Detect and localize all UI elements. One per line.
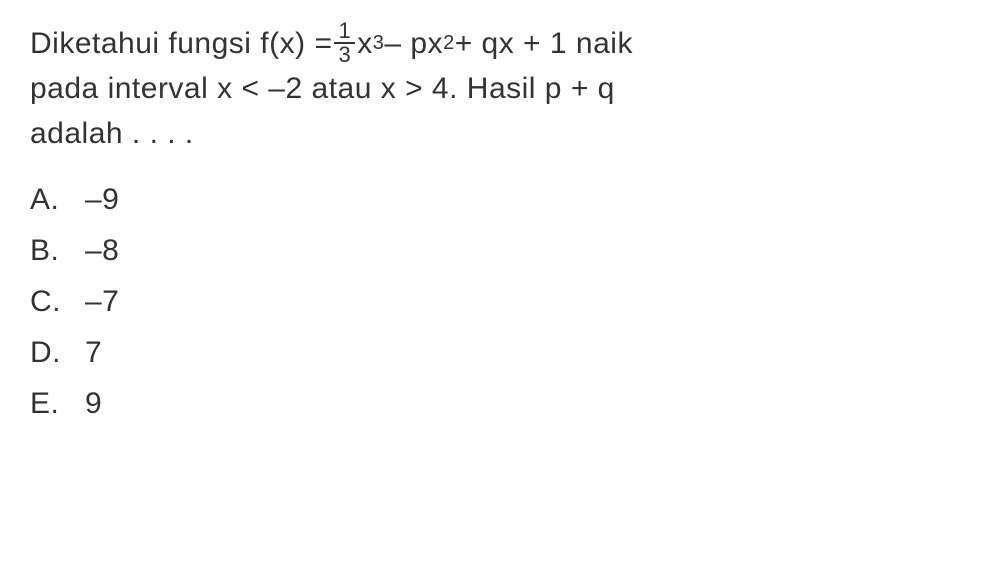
options-list: A. –9 B. –8 C. –7 D. 7 E. 9 <box>30 174 956 429</box>
option-value: –7 <box>85 276 956 327</box>
option-e: E. 9 <box>30 378 956 429</box>
question-line-3: adalah . . . . <box>30 111 956 156</box>
question-text: Diketahui fungsi f(x) = 1 3 x 3 – px 2 +… <box>30 20 956 156</box>
question-part-1: Diketahui fungsi f(x) = <box>30 21 332 66</box>
option-b: B. –8 <box>30 225 956 276</box>
question-part-3: – px <box>384 21 443 66</box>
option-letter: A. <box>30 174 85 225</box>
fraction-numerator: 1 <box>334 20 355 44</box>
question-line-2: pada interval x < –2 atau x > 4. Hasil p… <box>30 66 956 111</box>
fraction-denominator: 3 <box>334 44 355 66</box>
option-letter: D. <box>30 327 85 378</box>
option-value: –9 <box>85 174 956 225</box>
question-container: Diketahui fungsi f(x) = 1 3 x 3 – px 2 +… <box>30 20 956 429</box>
fraction-one-third: 1 3 <box>334 20 355 66</box>
option-letter: C. <box>30 276 85 327</box>
question-line-1: Diketahui fungsi f(x) = 1 3 x 3 – px 2 +… <box>30 20 956 66</box>
option-value: –8 <box>85 225 956 276</box>
option-d: D. 7 <box>30 327 956 378</box>
option-letter: E. <box>30 378 85 429</box>
option-c: C. –7 <box>30 276 956 327</box>
option-a: A. –9 <box>30 174 956 225</box>
question-part-4: + qx + 1 naik <box>455 21 633 66</box>
option-value: 9 <box>85 378 956 429</box>
question-part-2: x <box>357 21 373 66</box>
option-letter: B. <box>30 225 85 276</box>
option-value: 7 <box>85 327 956 378</box>
question-line-3-text: adalah . . . . <box>30 111 194 156</box>
question-line-2-text: pada interval x < –2 atau x > 4. Hasil p… <box>30 66 615 111</box>
